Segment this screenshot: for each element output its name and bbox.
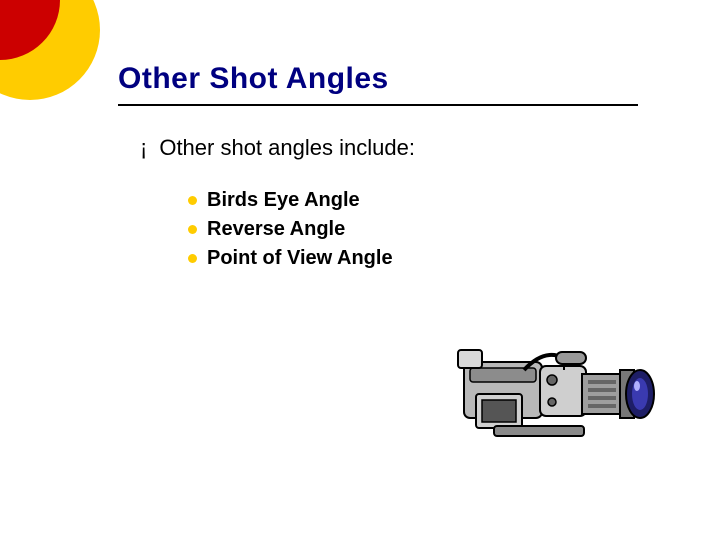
bullet-level2-item: Reverse Angle bbox=[188, 218, 620, 241]
video-camera-icon bbox=[454, 330, 664, 480]
bullet-level2-item: Birds Eye Angle bbox=[188, 189, 620, 212]
slide-title: Other Shot Angles bbox=[118, 62, 389, 96]
slide: Other Shot Angles ¡ Other shot angles in… bbox=[0, 0, 720, 540]
bullet-level2-group: Birds Eye Angle Reverse Angle Point of V… bbox=[188, 189, 620, 270]
bullet-level2-text: Birds Eye Angle bbox=[207, 189, 360, 212]
corner-decoration bbox=[0, 0, 110, 110]
bullet-level1-text: Other shot angles include: bbox=[159, 135, 415, 161]
bullet-dot-icon bbox=[188, 196, 197, 205]
body-content: ¡ Other shot angles include: Birds Eye A… bbox=[140, 135, 620, 276]
camera-clipart bbox=[454, 330, 664, 480]
bullet-level2-item: Point of View Angle bbox=[188, 247, 620, 270]
bullet-marker-hollow: ¡ bbox=[140, 137, 147, 159]
corner-circle-yellow bbox=[0, 0, 100, 100]
corner-circle-red bbox=[0, 0, 60, 60]
title-underline bbox=[118, 104, 638, 106]
bullet-dot-icon bbox=[188, 254, 197, 263]
bullet-level2-text: Point of View Angle bbox=[207, 247, 393, 270]
bullet-level1: ¡ Other shot angles include: bbox=[140, 135, 620, 161]
bullet-dot-icon bbox=[188, 225, 197, 234]
bullet-level2-text: Reverse Angle bbox=[207, 218, 345, 241]
